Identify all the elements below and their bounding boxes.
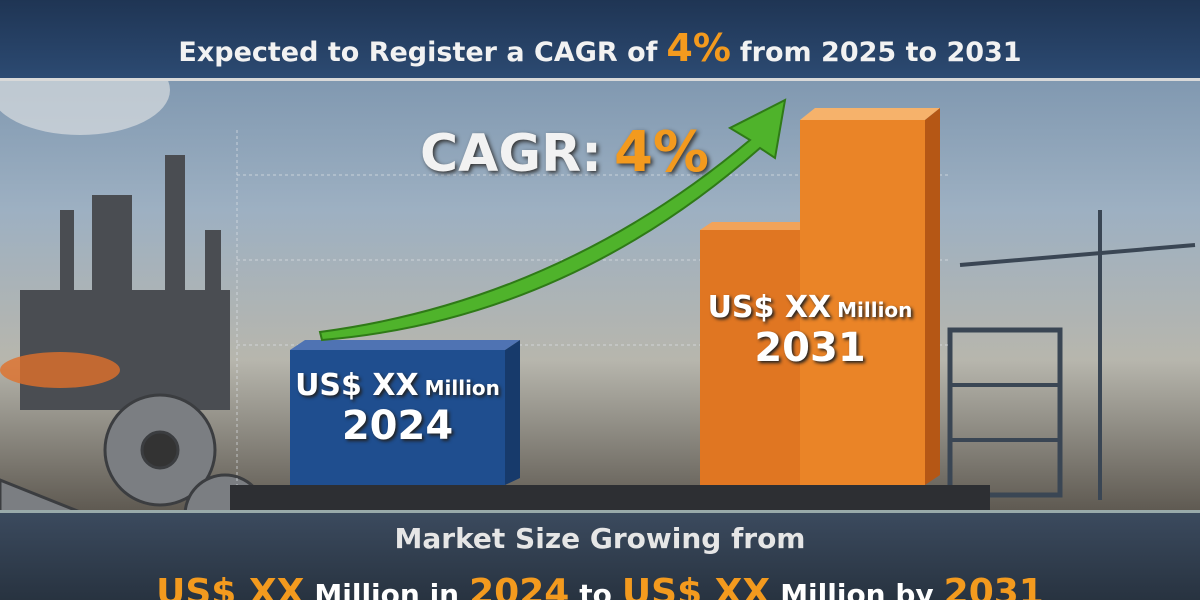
footer — [0, 510, 1200, 600]
stage — [230, 485, 990, 510]
bar-amount: US$ XX — [707, 290, 832, 325]
footer-highlight: 2031 — [943, 572, 1044, 600]
bar-label: US$ XX Million 2024 — [290, 368, 505, 449]
footer-text: Million in — [314, 578, 460, 600]
bar-year: 2031 — [754, 325, 866, 371]
banner-highlight: 4% — [666, 26, 731, 70]
footer-text: to — [579, 578, 612, 600]
banner — [0, 0, 1200, 81]
footer-highlight: 2024 — [469, 572, 570, 600]
footer-line: US$ XX Million in 2024 to US$ XX Million by 20… — [0, 572, 1200, 600]
bar-label: US$ XX Million 2031 — [690, 290, 930, 371]
factory — [0, 45, 230, 410]
bar-unit: Million — [837, 298, 913, 322]
footer-text: Million by — [780, 578, 934, 600]
cagr-callout: CAGR: 4% — [420, 120, 709, 185]
banner-text: Expected to Register a CAGR of 4% from 202… — [0, 26, 1200, 70]
footer-highlight: US$ XX — [621, 572, 771, 600]
cagr-label: CAGR: — [420, 124, 602, 184]
growth-arrow — [318, 98, 787, 342]
crane — [947, 210, 1196, 500]
banner-text-part: Expected to Register a CAGR of — [178, 37, 658, 68]
footer-highlight: US$ XX — [156, 572, 305, 600]
banner-text-part: from 2025 to 2031 — [739, 37, 1022, 68]
bars-2031 — [700, 108, 940, 485]
footer-heading: Market Size Growing from — [394, 522, 806, 555]
bar-unit: Million — [424, 376, 500, 400]
bar-amount: US$ XX — [295, 368, 419, 403]
cagr-value: 4% — [613, 120, 710, 185]
bar-year: 2024 — [341, 403, 454, 449]
bar-2024 — [290, 340, 520, 485]
